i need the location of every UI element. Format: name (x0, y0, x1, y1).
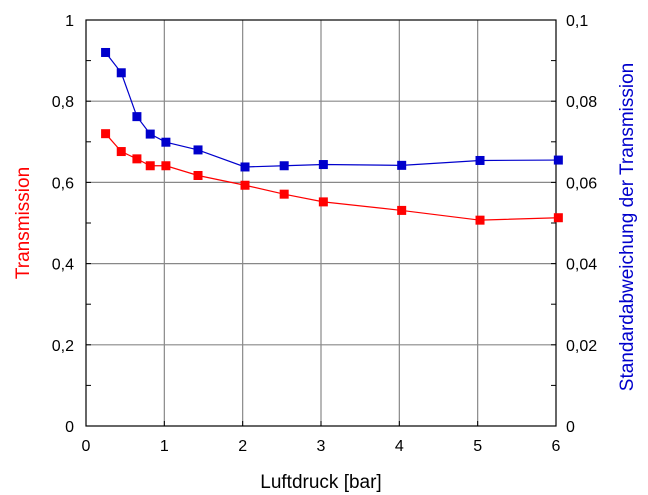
x-axis-title: Luftdruck [bar] (260, 472, 381, 493)
x-tick-label: 3 (317, 438, 326, 455)
ticks (85, 19, 557, 427)
y-tick-label: 0,6 (52, 175, 74, 192)
y2-tick-label: 0,02 (566, 338, 597, 355)
y-tick-label: 0,8 (52, 94, 74, 111)
x-tick-label: 1 (160, 438, 169, 455)
y2-tick-label: 0,08 (566, 94, 597, 111)
std-series-marker (161, 137, 171, 147)
std-series-marker (553, 155, 563, 165)
y2-axis-title: Standardabweichung der Transmission (617, 63, 638, 391)
y2-tick-labels: 0 0,02 0,04 0,06 0,08 0,1 (566, 13, 597, 436)
series-markers (101, 47, 563, 225)
std-series-marker (240, 162, 250, 172)
std-series-marker (193, 145, 203, 155)
std-series-marker (145, 129, 155, 139)
y-tick-label: 0,4 (52, 257, 74, 274)
y2-tick-label: 0 (566, 419, 575, 436)
transmission-series-marker (475, 215, 485, 225)
y2-tick-label: 0,04 (566, 257, 597, 274)
y-axis-title: Transmission (13, 167, 34, 279)
transmission-series-marker (240, 180, 250, 190)
transmission-series-line (105, 133, 559, 221)
x-tick-label: 2 (238, 438, 247, 455)
y-tick-label: 1 (65, 13, 74, 30)
y2-tick-label: 0,1 (566, 13, 588, 30)
transmission-series-marker (553, 213, 563, 223)
transmission-series-marker (101, 129, 111, 139)
std-series-marker (279, 161, 289, 171)
x-tick-label: 6 (552, 438, 561, 455)
x-tick-label: 4 (395, 438, 404, 455)
std-series-marker (475, 155, 485, 165)
transmission-series-marker (161, 161, 171, 171)
y-tick-label: 0 (65, 419, 74, 436)
transmission-series-marker (116, 147, 126, 157)
transmission-series-marker (397, 205, 407, 215)
y-tick-label: 0,2 (52, 338, 74, 355)
transmission-series-marker (145, 161, 155, 171)
std-series-marker (318, 160, 328, 170)
series-lines (105, 52, 559, 221)
grid (86, 20, 556, 426)
std-series-marker (397, 160, 407, 170)
std-series-marker (101, 47, 111, 57)
transmission-series-marker (318, 197, 328, 207)
std-series-marker (132, 112, 142, 122)
x-tick-labels: 0 1 2 3 4 5 6 (82, 438, 561, 455)
transmission-series-marker (193, 170, 203, 180)
std-series-marker (116, 68, 126, 78)
y-tick-labels: 0 0,2 0,4 0,6 0,8 1 (52, 13, 74, 436)
y2-tick-label: 0,06 (566, 175, 597, 192)
transmission-series-marker (279, 189, 289, 199)
std-series-line (105, 52, 559, 168)
x-tick-label: 5 (473, 438, 482, 455)
x-tick-label: 0 (82, 438, 91, 455)
transmission-series-marker (132, 154, 142, 164)
